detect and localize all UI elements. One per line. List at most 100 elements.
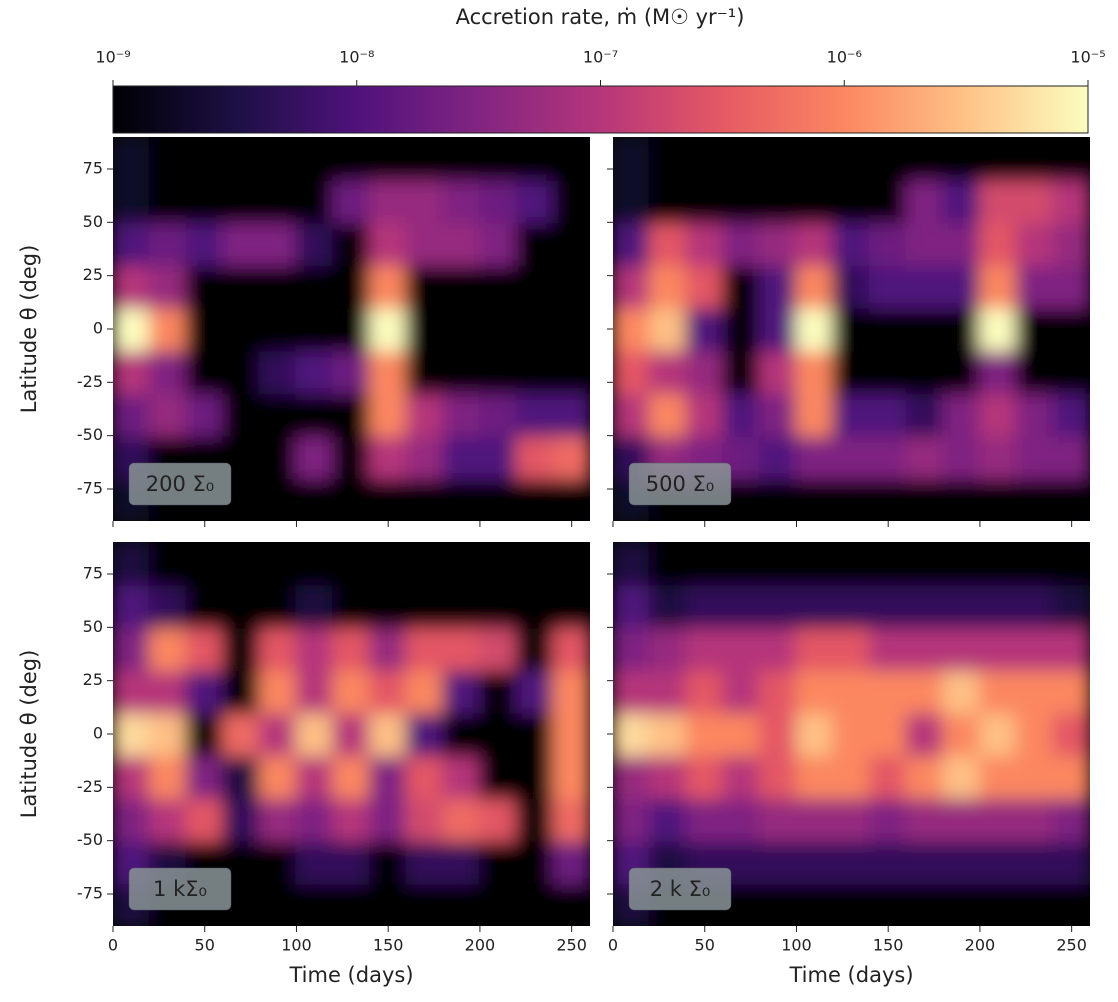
heatmap-cell: [613, 306, 651, 352]
heatmap-cell: [1015, 583, 1055, 629]
x-tick-label: 250: [556, 936, 587, 955]
heatmap-cell: [222, 349, 261, 394]
heatmap-cell: [148, 669, 188, 714]
heatmap-cell: [905, 349, 945, 394]
heatmap-cell: [1052, 306, 1090, 352]
heatmap-cell: [148, 626, 188, 671]
heatmap-cell: [978, 542, 1018, 586]
heatmap-cell: [832, 477, 871, 521]
heatmap-cell: [332, 477, 371, 521]
heatmap-cell: [685, 178, 725, 224]
heatmap-cell: [905, 583, 945, 629]
heatmap-cell: [113, 754, 151, 799]
heatmap-cell: [978, 669, 1018, 714]
heatmap-cell: [368, 839, 408, 885]
heatmap-cell: [113, 221, 151, 266]
heatmap-cell: [795, 137, 835, 181]
heatmap-cell: [905, 434, 945, 480]
heatmap-cell: [905, 221, 945, 266]
heatmap-cell: [685, 392, 725, 437]
heatmap-cell: [868, 392, 908, 437]
heatmap-cell: [758, 542, 798, 586]
heatmap-cell: [832, 434, 871, 480]
heatmap-cell: [258, 626, 298, 671]
heatmap-cell: [905, 306, 945, 352]
heatmap-cell: [405, 306, 445, 352]
heatmap-cell: [405, 392, 445, 437]
heatmap-cell: [148, 306, 188, 352]
heatmap-cell: [1052, 137, 1090, 181]
heatmap-cell: [1015, 221, 1055, 266]
heatmap-cell: [368, 583, 408, 629]
heatmap-cell: [148, 711, 188, 757]
heatmap-cell: [332, 137, 371, 181]
heatmap-cell: [648, 221, 688, 266]
heatmap-cell: [332, 264, 371, 309]
heatmap-cell: [795, 711, 835, 757]
heatmap-cell: [722, 306, 761, 352]
heatmap-cell: [1052, 754, 1090, 799]
heatmap-cell: [478, 542, 518, 586]
heatmap-cell: [942, 137, 981, 181]
heatmap-cell: [405, 349, 445, 394]
heatmap-cell: [113, 178, 151, 224]
heatmap-cell: [613, 264, 651, 309]
y-tick-label: 25: [83, 265, 103, 284]
heatmap-cell: [185, 392, 225, 437]
heatmap-cell: [185, 178, 225, 224]
heatmap-cell: [613, 797, 651, 842]
heatmap-cell: [222, 542, 261, 586]
heatmap-cell: [295, 178, 335, 224]
heatmap-cell: [113, 626, 151, 671]
heatmap-cell: [613, 137, 651, 181]
heatmap-cell: [1015, 306, 1055, 352]
heatmap-cell: [832, 797, 871, 842]
heatmap-cell: [685, 754, 725, 799]
heatmap-cell: [222, 178, 261, 224]
heatmap-cell: [832, 221, 871, 266]
heatmap-cell: [905, 839, 945, 885]
x-axis-label: Time (days): [788, 963, 913, 987]
heatmap-cell: [368, 392, 408, 437]
heatmap-cell: [405, 477, 445, 521]
heatmap-cell: [332, 626, 371, 671]
heatmap-cell: [758, 839, 798, 885]
heatmap-cell: [942, 178, 981, 224]
heatmap-cell: [868, 306, 908, 352]
heatmap-cell: [552, 542, 590, 586]
heatmap-cell: [832, 349, 871, 394]
heatmap-cell: [722, 221, 761, 266]
heatmap-cell: [368, 711, 408, 757]
heatmap-cell: [832, 137, 871, 181]
heatmap-cell: [405, 626, 445, 671]
heatmap-cell: [442, 754, 481, 799]
heatmap-cell: [795, 754, 835, 799]
heatmap-cell: [795, 669, 835, 714]
heatmap-cell: [1052, 542, 1090, 586]
heatmap-cell: [1015, 137, 1055, 181]
heatmap-cell: [978, 306, 1018, 352]
heatmap-cell: [552, 434, 590, 480]
heatmap-cell: [442, 583, 481, 629]
heatmap-cell: [648, 264, 688, 309]
heatmap-cell: [113, 542, 151, 586]
heatmap-cell: [368, 137, 408, 181]
heatmap-cell: [795, 349, 835, 394]
heatmap-cell: [795, 392, 835, 437]
heatmap-cell: [332, 178, 371, 224]
panel-label-box: [128, 462, 232, 506]
heatmap-cell: [758, 882, 798, 926]
heatmap-cell: [758, 178, 798, 224]
heatmap-cell: [832, 583, 871, 629]
heatmap-cell: [515, 306, 555, 352]
heatmap-cell: [258, 754, 298, 799]
heatmap-cell: [868, 754, 908, 799]
heatmap-cell: [648, 392, 688, 437]
colorbar: [112, 85, 1089, 134]
heatmap-cell: [722, 626, 761, 671]
heatmap-cell: [1052, 882, 1090, 926]
x-tick-label: 0: [608, 936, 618, 955]
heatmap-cell: [113, 306, 151, 352]
heatmap-cell: [868, 178, 908, 224]
heatmap-cell: [942, 797, 981, 842]
